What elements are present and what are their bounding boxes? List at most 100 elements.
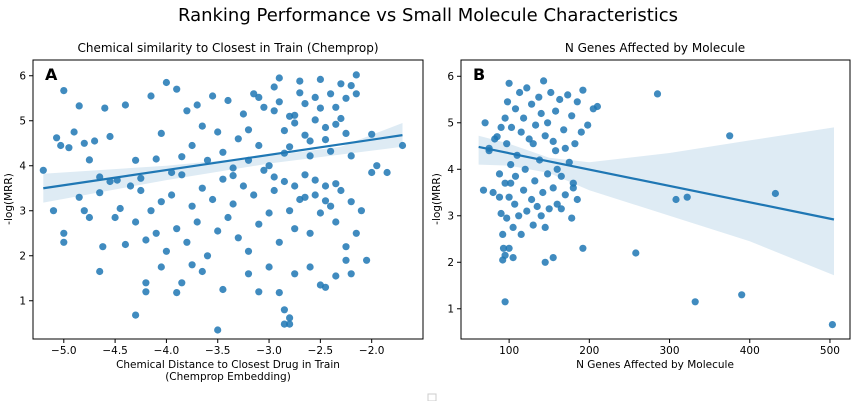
panel-a-data-point <box>368 130 376 138</box>
panel-b-data-point <box>672 195 680 204</box>
panel-a-data-point <box>337 186 345 195</box>
panel-b-data-point <box>505 79 513 87</box>
panel-b-data-point <box>520 186 528 194</box>
panel-a-data-point <box>275 98 283 106</box>
panel-a-x-tick-label: −5.0 <box>51 345 77 357</box>
panel-b-data-point <box>568 214 576 222</box>
panel-b-data-point <box>569 184 577 192</box>
panel-b-data-point <box>683 193 691 201</box>
panel-a-data-point <box>101 104 109 112</box>
panel-a-y-ticks: 1 2 3 4 5 6 <box>19 70 33 307</box>
panel-b-data-point <box>540 77 548 85</box>
panel-b-data-point <box>531 177 539 185</box>
panel-a-data-point <box>342 129 350 137</box>
panel-b-y-ticks: 1 2 3 4 5 6 <box>447 71 461 315</box>
panel-a-data-point <box>157 198 165 206</box>
panel-a-data-point <box>178 279 186 287</box>
panel-a-data-point <box>275 74 283 82</box>
panel-b-x-tick-label: 500 <box>820 345 840 357</box>
panel-a-x-tick-label: −2.5 <box>308 345 334 357</box>
panel-b-data-point <box>499 230 507 238</box>
panel-a-data-point <box>306 152 314 160</box>
panel-a-data-point <box>229 200 237 208</box>
panel-b-xlabel: N Genes Affected by Molecule <box>576 359 734 371</box>
panel-a-points <box>39 71 407 334</box>
panel-b-axes-frame <box>460 59 851 340</box>
panel-a-data-point <box>85 213 93 222</box>
panel-a-regression-line <box>43 134 403 190</box>
panel-a-data-point <box>214 326 222 334</box>
panel-a-data-point <box>126 182 135 190</box>
panel-a-data-point <box>280 306 288 314</box>
panel-a-x-tick-label: −4.0 <box>154 345 180 357</box>
panel-a-data-point <box>327 90 335 98</box>
panel-b-data-point <box>533 202 541 211</box>
panel-a-data-point <box>193 101 201 109</box>
panel-a-data-point <box>311 176 319 184</box>
panel-b-data-point <box>503 98 512 106</box>
panel-a-xlabel-line2: (Chemprop Embedding) <box>165 371 291 383</box>
panel-a-data-point <box>106 132 114 141</box>
panel-b-data-point <box>505 244 513 252</box>
panel-b-data-point <box>539 188 547 197</box>
panel-b-data-point <box>552 107 560 115</box>
panel-a-data-point <box>265 162 273 170</box>
panel-b-data-point <box>509 254 517 262</box>
panel-a-data-point <box>301 193 309 201</box>
panel-b-data-point <box>495 170 504 178</box>
panel-b-data-point <box>503 140 511 148</box>
panel-a-data-point <box>306 229 314 237</box>
panel-a-data-point <box>142 279 150 287</box>
panel-a-x-tick-label: −2.0 <box>359 345 385 357</box>
panel-a-data-point <box>332 120 340 128</box>
panel-a-data-point <box>291 119 299 127</box>
panel-b-y-tick-label: 3 <box>447 210 454 222</box>
panel-a-data-point <box>316 75 324 83</box>
panel-a-data-point <box>121 240 129 249</box>
panel-a-data-point <box>250 191 258 199</box>
panel-a-data-point <box>311 191 319 199</box>
panel-a-data-point <box>65 144 73 152</box>
panel-a-data-point <box>188 202 196 210</box>
panel-b-data-point <box>653 90 662 98</box>
panel-b-data-point <box>537 109 545 118</box>
panel-a-data-point <box>342 243 350 251</box>
panel-a-data-point <box>75 193 83 201</box>
panel-b-data-point <box>529 140 537 148</box>
panel-a-data-point <box>352 71 360 79</box>
panel-b-data-point <box>560 126 568 134</box>
panel-b-x-tick-label: 100 <box>499 345 519 357</box>
panel-b-data-point <box>525 135 533 143</box>
panel-a-data-point <box>316 104 324 112</box>
panel-b-data-point <box>520 114 528 122</box>
panel-b-ylabel: -log(MRR) <box>431 173 443 225</box>
panel-a-data-point <box>270 186 278 195</box>
panel-b-data-point <box>523 207 531 215</box>
panel-a-data-point <box>193 218 201 226</box>
panel-a-data-point <box>321 136 330 144</box>
panel-a-data-point <box>347 152 355 160</box>
panel-a-data-point <box>250 90 258 98</box>
panel-b-data-point <box>507 161 515 169</box>
panel-b-data-point <box>632 249 640 257</box>
panel-a-ylabel: -log(MRR) <box>3 173 15 225</box>
panel-a-data-point <box>53 134 61 142</box>
panel-b-data-point <box>577 128 585 136</box>
panel-a-data-point <box>152 229 160 237</box>
panel-a-data-point <box>239 110 247 118</box>
panel-a-data-point <box>286 207 294 215</box>
panel-b-data-point <box>726 132 734 140</box>
panel-a-data-point <box>332 103 340 111</box>
panel-a-data-point <box>234 234 242 242</box>
panel-b-data-point <box>535 93 543 101</box>
panel-a-data-point <box>244 247 253 255</box>
panel-a-data-point <box>60 87 68 95</box>
panel-a-data-point <box>188 261 196 269</box>
panel-a-data-point <box>306 137 314 145</box>
panel-b-data-point <box>544 170 552 178</box>
panel-b-data-point <box>564 91 572 99</box>
panel-a-data-point <box>96 267 104 276</box>
panel-a-data-point <box>60 229 68 237</box>
panel-a-data-point <box>183 107 191 115</box>
panel-a-data-point <box>321 197 330 205</box>
